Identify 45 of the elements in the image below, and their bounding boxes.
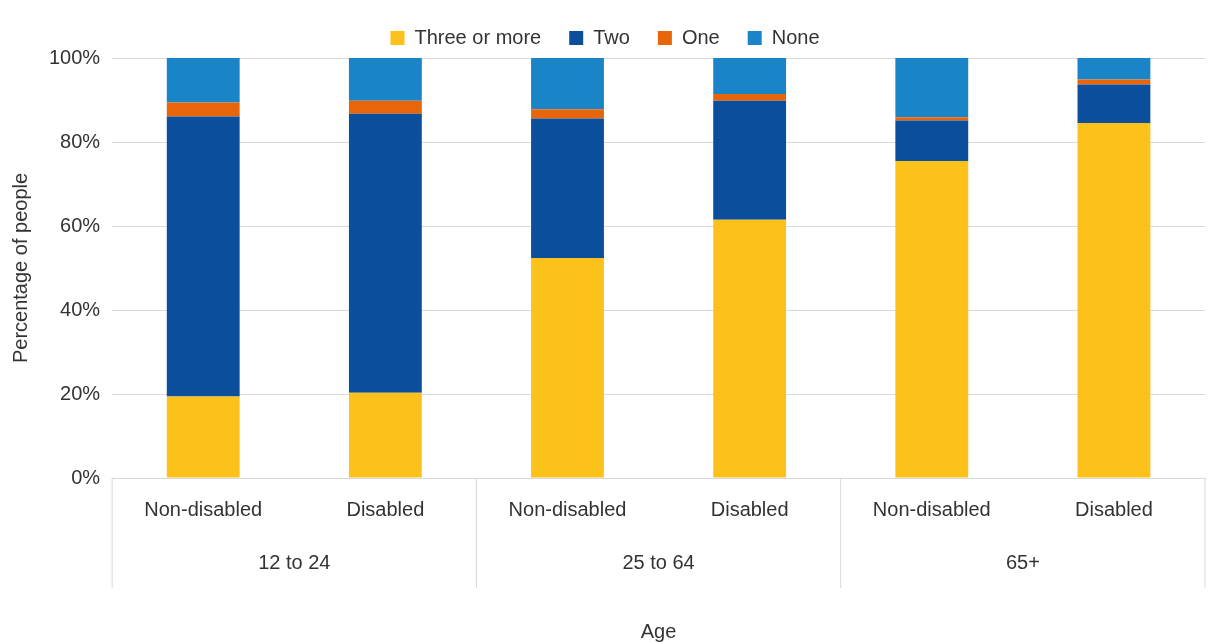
- text: 12 to 24: [258, 550, 331, 573]
- x-tick-label: Non-disabled: [872, 497, 991, 520]
- y-axis-title: Percentage of people: [8, 172, 31, 364]
- y-tick-label: 100%: [49, 45, 101, 68]
- bar: [531, 257, 604, 478]
- x-tick-label: Disabled: [1075, 497, 1153, 520]
- legend-label: None: [771, 25, 820, 48]
- bar: [348, 392, 422, 478]
- x-tick-label: Non-disabled: [144, 497, 263, 520]
- bar: [531, 58, 604, 110]
- bar: [895, 117, 969, 121]
- y-tick-label: 60%: [60, 213, 101, 236]
- bar: [166, 116, 240, 397]
- x-tick-label: Disabled: [346, 497, 425, 520]
- bar: [531, 118, 604, 258]
- y-tick-label: 40%: [60, 297, 101, 320]
- bar: [166, 396, 240, 478]
- bar: [348, 113, 422, 393]
- legend-label: Two: [593, 25, 630, 48]
- bar: [713, 100, 787, 220]
- x-tick-label: Disabled: [710, 497, 789, 520]
- y-tick-label: 80%: [60, 129, 101, 152]
- bar: [1077, 123, 1151, 478]
- bar: [1077, 79, 1151, 85]
- x-axis-title: Age: [640, 619, 677, 642]
- y-tick-label: 20%: [60, 381, 101, 404]
- bar: [713, 219, 787, 478]
- bar: [895, 58, 969, 118]
- legend-label: One: [681, 25, 720, 48]
- bar: [1077, 84, 1151, 124]
- bar: [166, 58, 240, 103]
- bar: [531, 109, 604, 119]
- bar: [1077, 58, 1151, 80]
- bar: [713, 58, 787, 95]
- bar: [895, 160, 969, 478]
- bar: [348, 58, 422, 101]
- bar: [348, 100, 422, 114]
- y-tick-label: 0%: [71, 465, 101, 488]
- x-tick-label: Non-disabled: [508, 497, 627, 520]
- text: 25 to 64: [622, 550, 695, 573]
- text: 65+: [1005, 550, 1040, 573]
- bar: [713, 94, 787, 101]
- legend-label: Three or more: [414, 25, 542, 48]
- bar: [895, 120, 969, 161]
- bar: [166, 102, 240, 117]
